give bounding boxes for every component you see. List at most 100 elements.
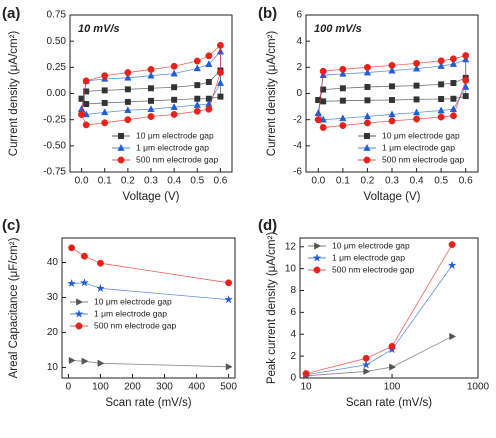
data-point	[450, 80, 457, 87]
y-tick-label: 0	[290, 373, 296, 384]
data-point	[170, 69, 178, 77]
data-point	[449, 332, 457, 341]
y-tick-label: 6	[290, 307, 296, 318]
x-tick-label: 400	[188, 382, 205, 393]
data-point	[171, 96, 178, 103]
y-axis-label: Areal Capacitance (μF/cm²)	[8, 237, 20, 378]
y-axis-label: Current density (μA/cm²)	[8, 31, 20, 157]
x-tick-label: 0.6	[459, 176, 473, 187]
y-tick-label: 0	[296, 88, 302, 99]
legend-marker	[363, 156, 371, 164]
series-line	[317, 55, 467, 128]
data-point	[124, 116, 132, 124]
x-tick-label: 0.2	[121, 176, 135, 187]
data-point	[193, 100, 201, 108]
x-tick-label: 0.4	[410, 176, 424, 187]
data-point	[193, 64, 201, 72]
x-tick-label: 0.0	[311, 176, 325, 187]
data-point	[302, 370, 310, 378]
data-point	[438, 96, 445, 102]
data-point	[413, 82, 420, 89]
legend-label: 500 nm electrode gap	[332, 264, 414, 274]
data-point	[363, 63, 371, 71]
y-axis-label: Current density (μA/cm²)	[266, 31, 278, 157]
data-point	[101, 72, 109, 80]
series-line	[306, 265, 453, 376]
data-point	[78, 95, 85, 102]
y-tick-label: 6	[296, 10, 302, 21]
data-point	[339, 69, 347, 77]
legend-marker	[118, 133, 124, 139]
data-point	[449, 60, 458, 67]
data-point	[462, 82, 470, 90]
y-tick-label: 10	[285, 263, 297, 274]
data-point	[96, 283, 105, 293]
data-point	[124, 106, 132, 114]
data-point	[147, 71, 155, 79]
data-point	[437, 113, 445, 121]
data-point	[364, 97, 371, 104]
data-point	[148, 97, 154, 104]
data-point	[462, 52, 470, 60]
y-tick-label: -0.50	[43, 140, 66, 151]
data-point	[205, 79, 212, 85]
y-tick-label: 4	[290, 329, 296, 340]
data-point	[389, 363, 397, 371]
data-point	[101, 119, 109, 127]
data-point	[449, 55, 457, 63]
data-point	[412, 64, 421, 72]
data-point	[315, 97, 322, 104]
data-point	[147, 113, 155, 120]
data-point	[447, 260, 457, 270]
data-point	[67, 278, 77, 288]
data-point	[438, 81, 445, 88]
legend-label: 1 μm electrode gap	[332, 252, 405, 262]
x-axis-label: Scan rate (mV/s)	[346, 397, 432, 409]
data-point	[216, 78, 225, 86]
x-axis-label: Voltage (V)	[364, 191, 421, 203]
data-point	[437, 106, 445, 114]
data-point	[217, 93, 224, 100]
data-point	[80, 252, 88, 260]
data-point	[314, 116, 322, 124]
data-point	[388, 61, 396, 69]
data-point	[413, 59, 421, 67]
x-tick-label: 0.3	[385, 176, 399, 187]
legend-label: 500 nm electrode gap	[94, 320, 176, 330]
panel-label: (b)	[258, 5, 277, 22]
data-point	[194, 95, 201, 102]
series-line	[71, 360, 229, 368]
data-point	[96, 259, 104, 267]
data-point	[68, 244, 76, 252]
panel-label: (c)	[2, 217, 20, 234]
data-point	[101, 87, 108, 94]
legend-marker	[117, 143, 125, 151]
legend-marker	[74, 309, 84, 318]
data-point	[68, 356, 76, 365]
y-tick-label: -6	[293, 167, 302, 178]
x-tick-label: 0	[66, 382, 72, 393]
x-tick-label: 0.3	[144, 176, 158, 187]
data-point	[437, 57, 445, 65]
data-point	[363, 112, 372, 120]
data-point	[450, 95, 457, 102]
data-point	[339, 114, 347, 122]
data-point	[388, 110, 396, 118]
data-point	[362, 354, 370, 362]
data-point	[124, 73, 132, 81]
legend-marker	[75, 322, 83, 330]
data-point	[389, 97, 395, 104]
x-tick-label: 500	[220, 382, 237, 393]
data-point	[101, 108, 109, 116]
y-tick-label: 12	[285, 241, 297, 252]
data-point	[170, 103, 178, 110]
data-point	[82, 77, 90, 85]
data-point	[388, 66, 396, 74]
data-point	[81, 357, 89, 365]
data-point	[449, 112, 457, 120]
data-point	[170, 110, 178, 118]
data-point	[448, 241, 456, 249]
data-point	[320, 86, 327, 93]
x-tick-label: 0.4	[167, 176, 181, 187]
